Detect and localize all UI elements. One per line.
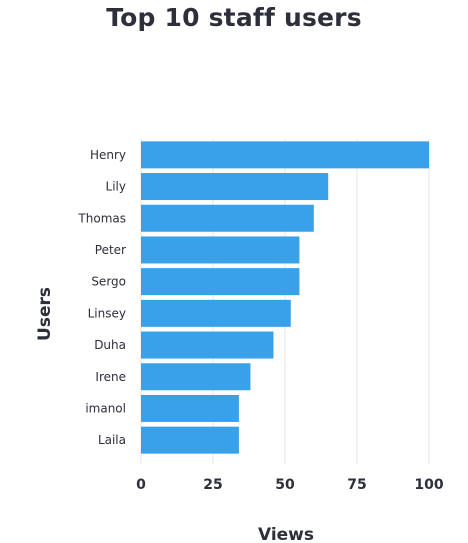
bar-imanol <box>141 394 239 422</box>
category-label: Laila <box>98 433 126 447</box>
category-label: Henry <box>90 148 126 162</box>
x-axis-title: Views <box>258 525 314 543</box>
x-tick-label: 50 <box>275 477 295 493</box>
category-label: imanol <box>85 401 126 415</box>
bar-laila <box>141 426 239 454</box>
x-tick-label: 75 <box>347 477 366 493</box>
x-tick-label: 100 <box>414 477 443 493</box>
bar-duha <box>141 331 274 359</box>
bar-sergo <box>141 268 300 296</box>
category-label: Lily <box>106 180 126 194</box>
category-label: Peter <box>95 243 126 257</box>
category-label: Linsey <box>88 306 126 320</box>
bar-thomas <box>141 204 314 232</box>
category-label: Thomas <box>77 211 126 225</box>
category-labels: Henry Lily Thomas Peter Sergo Linsey Duha Irene… <box>77 148 126 447</box>
bars <box>141 141 429 454</box>
y-axis-title: Users <box>35 287 55 341</box>
bar-irene <box>141 363 251 391</box>
x-tick-label: 0 <box>136 477 146 493</box>
chart-title: Top 10 staff users <box>106 3 362 32</box>
x-tick-label: 25 <box>203 477 222 493</box>
category-label: Duha <box>94 338 126 352</box>
category-label: Irene <box>95 370 126 384</box>
bar-linsey <box>141 299 291 327</box>
x-tick-labels: 0 25 50 75 100 <box>136 477 444 493</box>
bar-henry <box>141 141 429 169</box>
category-label: Sergo <box>91 275 126 289</box>
bar-peter <box>141 236 300 264</box>
bar-lily <box>141 173 329 201</box>
